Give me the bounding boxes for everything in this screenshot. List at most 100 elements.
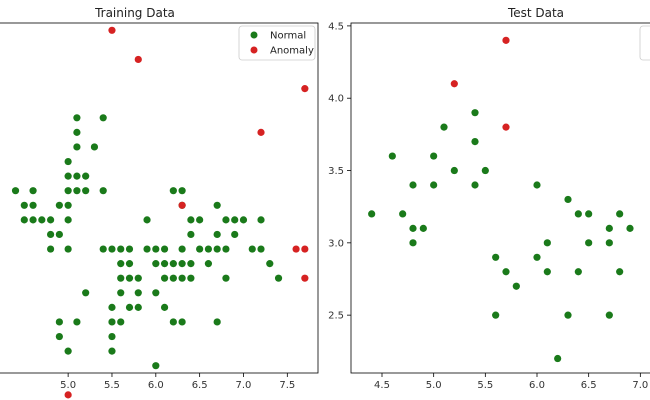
normal-point bbox=[20, 216, 28, 224]
y-tick-label: 3.5 bbox=[328, 166, 344, 177]
normal-point bbox=[99, 245, 107, 253]
anomaly-point bbox=[502, 123, 510, 131]
y-tick-label: 3.0 bbox=[328, 238, 344, 249]
normal-point bbox=[64, 157, 72, 166]
normal-point bbox=[450, 166, 458, 175]
normal-point bbox=[616, 268, 624, 276]
normal-point bbox=[11, 187, 20, 195]
normal-point bbox=[134, 289, 142, 297]
normal-point bbox=[143, 245, 151, 253]
normal-point bbox=[178, 318, 186, 326]
normal-point bbox=[266, 260, 274, 268]
normal-point bbox=[554, 354, 562, 363]
normal-point bbox=[108, 318, 116, 326]
normal-point bbox=[605, 239, 613, 247]
normal-point bbox=[471, 181, 479, 189]
normal-point bbox=[108, 303, 116, 311]
test-axes-frame bbox=[350, 22, 650, 374]
normal-point bbox=[564, 311, 572, 319]
normal-point bbox=[169, 274, 177, 282]
normal-point bbox=[160, 274, 169, 282]
normal-point bbox=[117, 289, 125, 297]
normal-point bbox=[204, 245, 213, 253]
normal-point bbox=[29, 201, 37, 209]
normal-point bbox=[47, 216, 55, 224]
normal-point bbox=[73, 187, 81, 195]
normal-point bbox=[187, 260, 195, 268]
normal-point bbox=[178, 187, 186, 195]
x-tick-label: 5.5 bbox=[477, 380, 493, 391]
anomaly-point bbox=[178, 201, 186, 209]
training-legend-box bbox=[238, 25, 316, 61]
anomaly-point bbox=[502, 36, 510, 44]
training-x-ticks: 5.0 5.5 6.0 6.5 7.0 7.5 bbox=[60, 373, 295, 391]
normal-point bbox=[605, 224, 613, 232]
normal-point bbox=[134, 303, 142, 311]
normal-point bbox=[82, 289, 90, 297]
x-tick-label: 6.5 bbox=[581, 380, 597, 391]
normal-point bbox=[543, 268, 551, 276]
normal-point bbox=[38, 216, 46, 224]
normal-point bbox=[47, 245, 55, 253]
normal-point bbox=[196, 245, 204, 253]
normal-point bbox=[82, 172, 90, 180]
normal-point bbox=[108, 332, 116, 341]
normal-point bbox=[430, 152, 438, 160]
normal-point bbox=[239, 216, 248, 224]
normal-point bbox=[73, 172, 81, 180]
normal-point bbox=[419, 224, 427, 232]
normal-point bbox=[125, 274, 134, 282]
normal-point bbox=[430, 181, 438, 189]
test-axis-ticks: 4.5 5.0 5.5 6.0 6.5 7.0 2.5 3.0 3.5 4.0 4.5 bbox=[328, 21, 648, 391]
normal-point bbox=[125, 260, 134, 268]
x-tick-label: 7.0 bbox=[236, 380, 252, 391]
legend-normal-marker bbox=[250, 31, 258, 39]
normal-point bbox=[585, 239, 593, 247]
normal-point bbox=[512, 282, 520, 290]
anomaly-point bbox=[301, 85, 309, 93]
normal-point bbox=[108, 347, 116, 355]
normal-point bbox=[502, 268, 510, 276]
training-points bbox=[11, 26, 309, 399]
normal-point bbox=[169, 260, 177, 268]
normal-point bbox=[90, 143, 99, 151]
normal-point bbox=[73, 128, 81, 136]
normal-point bbox=[564, 195, 572, 204]
normal-point bbox=[169, 187, 177, 195]
normal-point bbox=[471, 109, 479, 117]
normal-point bbox=[134, 274, 142, 282]
normal-point bbox=[213, 230, 221, 239]
normal-point bbox=[368, 210, 376, 218]
training-legend: Normal Anomaly bbox=[238, 25, 316, 61]
normal-point bbox=[257, 245, 265, 253]
normal-point bbox=[440, 123, 448, 131]
normal-point bbox=[20, 201, 28, 209]
training-axes-frame bbox=[0, 22, 319, 374]
normal-point bbox=[409, 181, 417, 189]
normal-point bbox=[117, 245, 125, 253]
test-data-title: Test Data bbox=[507, 6, 564, 20]
normal-point bbox=[143, 216, 151, 224]
normal-point bbox=[108, 245, 116, 253]
y-tick-label: 4.0 bbox=[328, 94, 344, 105]
normal-point bbox=[64, 347, 72, 355]
x-tick-label: 6.5 bbox=[192, 380, 208, 391]
normal-point bbox=[543, 239, 551, 247]
normal-point bbox=[152, 289, 160, 297]
normal-point bbox=[160, 260, 169, 268]
x-tick-label: 5.5 bbox=[104, 380, 120, 391]
legend-normal-label: Normal bbox=[270, 31, 306, 42]
normal-point bbox=[533, 253, 541, 261]
x-tick-label: 6.0 bbox=[529, 380, 545, 391]
normal-point bbox=[160, 303, 169, 311]
normal-point bbox=[55, 332, 63, 341]
normal-point bbox=[409, 239, 417, 247]
normal-point bbox=[73, 114, 81, 122]
normal-point bbox=[73, 318, 81, 326]
anomaly-point bbox=[108, 26, 116, 34]
normal-point bbox=[222, 216, 230, 224]
test-data-panel: Test Data 4.5 5.0 5.5 6.0 6.5 7.0 2.5 3.0 3.5 4.0… bbox=[328, 6, 650, 391]
normal-point bbox=[117, 260, 125, 268]
anomaly-point bbox=[292, 245, 300, 253]
